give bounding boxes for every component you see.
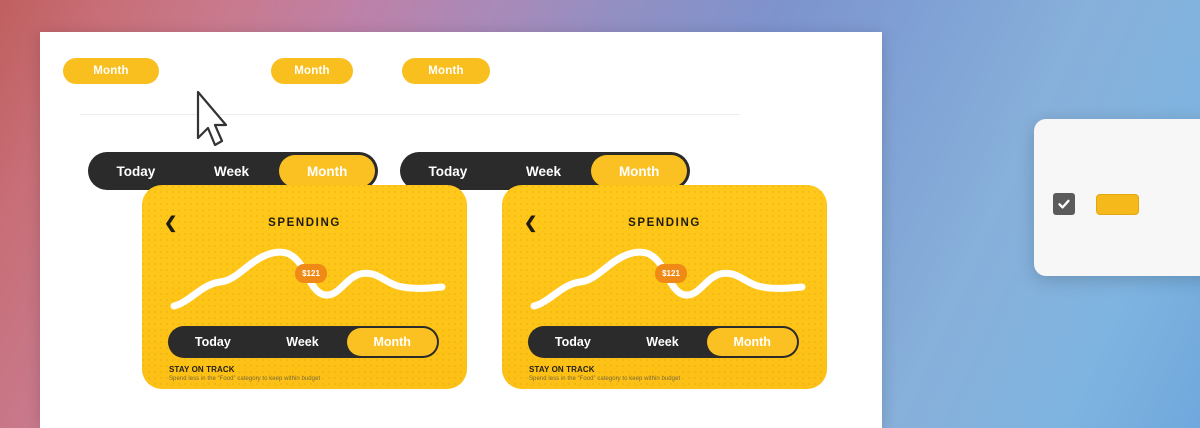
card-footer: STAY ON TRACK Spend less in the “Food” c… bbox=[529, 365, 809, 382]
card-footer-subtitle: Spend less in the “Food” category to kee… bbox=[169, 376, 321, 382]
card-segment-week[interactable]: Week bbox=[286, 335, 319, 349]
card-footer-title: STAY ON TRACK bbox=[169, 365, 235, 374]
top-pill-row: Month Month Month bbox=[40, 58, 882, 88]
spending-line-chart bbox=[502, 240, 827, 315]
chart-value-tooltip: $121 bbox=[655, 264, 687, 283]
panel-checkbox[interactable] bbox=[1053, 193, 1075, 215]
month-pill-1[interactable]: Month bbox=[63, 58, 159, 84]
segment-week-secondary[interactable]: Week bbox=[525, 163, 562, 179]
period-selector-secondary[interactable]: Today Week Month bbox=[400, 152, 690, 190]
spending-line-chart bbox=[142, 240, 467, 315]
card-segment-month[interactable]: Month bbox=[347, 328, 438, 356]
card-header: ❮ SPENDING bbox=[502, 185, 827, 235]
card-segment-today[interactable]: Today bbox=[194, 335, 231, 349]
card-title: SPENDING bbox=[628, 217, 701, 229]
back-chevron-icon[interactable]: ❮ bbox=[164, 215, 178, 232]
month-pill-3[interactable]: Month bbox=[402, 58, 490, 84]
checkmark-icon bbox=[1058, 199, 1070, 209]
segment-month-primary[interactable]: Month bbox=[279, 155, 376, 187]
section-divider bbox=[80, 114, 740, 115]
card-period-selector[interactable]: Today Week Month bbox=[168, 326, 439, 358]
app-window: Month Month Month Today Week Month Today… bbox=[40, 32, 882, 428]
card-title: SPENDING bbox=[268, 217, 341, 229]
spending-card[interactable]: ❮ SPENDING $121 Today Week Month STAY ON… bbox=[142, 185, 467, 389]
spending-card[interactable]: ❮ SPENDING $121 Today Week Month STAY ON… bbox=[502, 185, 827, 389]
segment-week-primary[interactable]: Week bbox=[213, 163, 250, 179]
card-header: ❮ SPENDING bbox=[142, 185, 467, 235]
back-chevron-icon[interactable]: ❮ bbox=[524, 215, 538, 232]
card-segment-month[interactable]: Month bbox=[707, 328, 798, 356]
card-footer-title: STAY ON TRACK bbox=[529, 365, 595, 374]
month-pill-2[interactable]: Month bbox=[271, 58, 353, 84]
segment-month-secondary[interactable]: Month bbox=[591, 155, 688, 187]
card-footer: STAY ON TRACK Spend less in the “Food” c… bbox=[169, 365, 449, 382]
card-segment-week[interactable]: Week bbox=[646, 335, 679, 349]
segment-today-secondary[interactable]: Today bbox=[428, 163, 468, 179]
card-period-selector[interactable]: Today Week Month bbox=[528, 326, 799, 358]
segment-today-primary[interactable]: Today bbox=[116, 163, 156, 179]
period-selector-primary[interactable]: Today Week Month bbox=[88, 152, 378, 190]
panel-color-swatch[interactable] bbox=[1096, 194, 1139, 215]
chart-value-tooltip: $121 bbox=[295, 264, 327, 283]
card-footer-subtitle: Spend less in the “Food” category to kee… bbox=[529, 376, 681, 382]
card-segment-today[interactable]: Today bbox=[554, 335, 591, 349]
side-panel bbox=[1034, 119, 1200, 276]
